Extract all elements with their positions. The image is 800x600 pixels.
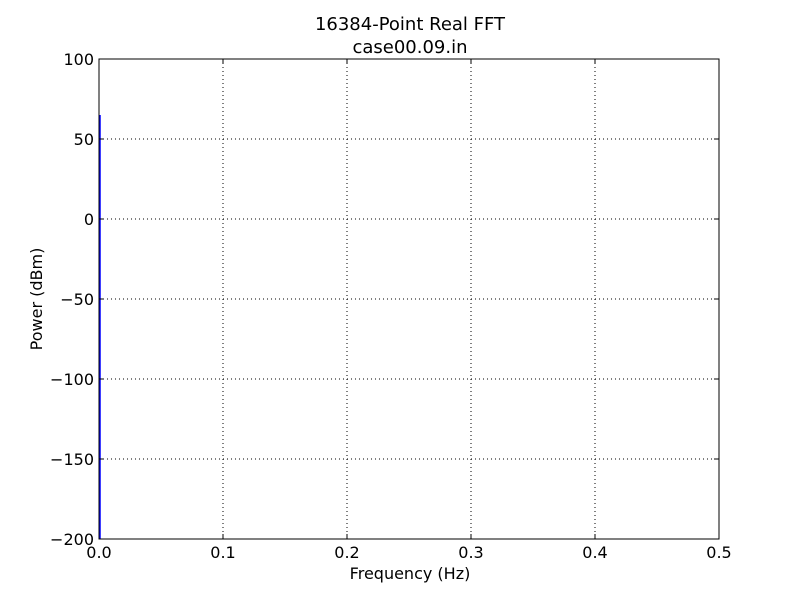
- x-tick-labels: 0.0 0.1 0.2 0.3 0.4 0.5: [86, 543, 731, 562]
- y-tick-label: −200: [50, 530, 94, 549]
- axis-ticks: [98, 58, 720, 540]
- x-tick-label: 0.2: [334, 543, 359, 562]
- y-axis-label: Power (dBm): [27, 248, 46, 351]
- x-tick-label: 0.1: [210, 543, 235, 562]
- y-tick-label: 50: [74, 130, 94, 149]
- y-tick-label: −100: [50, 370, 94, 389]
- y-tick-label: −150: [50, 450, 94, 469]
- x-tick-label: 0.4: [582, 543, 607, 562]
- y-tick-labels: 100 50 0 −50 −100 −150 −200: [50, 50, 94, 549]
- y-tick-label: 100: [63, 50, 94, 69]
- x-tick-label: 0.5: [706, 543, 731, 562]
- y-tick-label: 0: [84, 210, 94, 229]
- y-tick-label: −50: [60, 290, 94, 309]
- chart-subtitle: case00.09.in: [352, 37, 467, 58]
- x-tick-label: 0.0: [86, 543, 111, 562]
- x-axis-label: Frequency (Hz): [350, 564, 471, 583]
- x-tick-label: 0.3: [458, 543, 483, 562]
- chart-title: 16384-Point Real FFT: [315, 14, 506, 35]
